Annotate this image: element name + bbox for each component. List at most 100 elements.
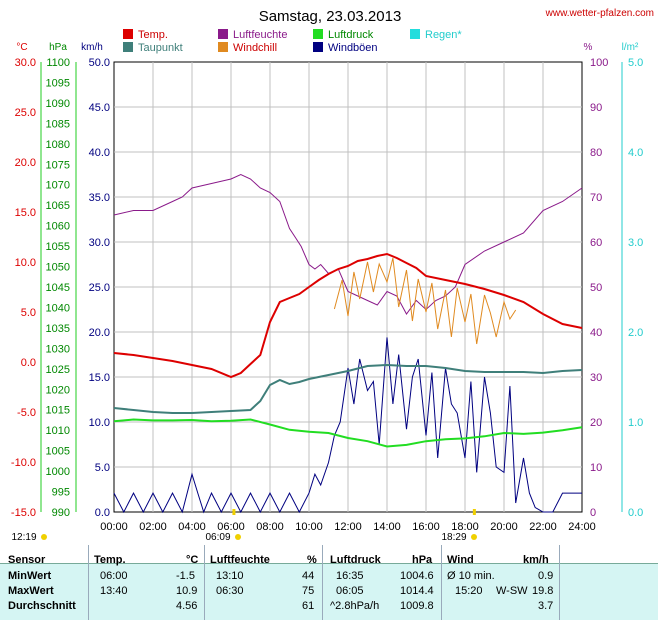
row-avg-temp-val: 4.56 <box>176 600 198 612</box>
x-tick-label: 16:00 <box>412 521 440 533</box>
row-avg-label: Durchschnitt <box>8 600 76 612</box>
legend-swatch <box>218 29 228 39</box>
row-min-wind-time: Ø 10 min. <box>447 570 495 582</box>
hdr-humidity: Luftfeuchte <box>210 554 270 566</box>
row-min-temp-time: 06:00 <box>100 570 128 582</box>
y-tick-pressure: 1075 <box>46 159 70 171</box>
series-line-taupunkt <box>113 363 583 414</box>
row-max-hum-val: 75 <box>302 585 315 597</box>
y-tick-rain: 0.0 <box>628 507 643 519</box>
y-tick-temp: 10.0 <box>15 257 36 269</box>
y-tick-pressure: 1095 <box>46 77 70 89</box>
plot-area <box>113 173 583 514</box>
row-avg-press-trend: ^2.8hPa/h <box>330 600 380 612</box>
row-max-label: MaxWert <box>8 585 54 597</box>
y-tick-humidity: 70 <box>590 192 602 204</box>
y-tick-rain: 2.0 <box>628 327 643 339</box>
x-tick-label: 12:00 <box>334 521 362 533</box>
y-tick-rain: 3.0 <box>628 237 643 249</box>
y-tick-humidity: 30 <box>590 372 602 384</box>
y-tick-wind: 35.0 <box>89 192 110 204</box>
row-max-press-time: 06:05 <box>336 585 364 597</box>
y-tick-wind: 10.0 <box>89 417 110 429</box>
row-max-hum-time: 06:30 <box>216 585 244 597</box>
y-tick-pressure: 1055 <box>46 241 70 253</box>
y-tick-temp: 5.0 <box>21 307 36 319</box>
legend-label: Luftfeuchte <box>233 29 287 41</box>
y-unit-humidity: % <box>584 42 593 53</box>
row-max-wind-dir: W-SW <box>496 585 528 597</box>
series-line-luftdruck <box>113 418 583 448</box>
y-tick-temp: 0.0 <box>21 357 36 369</box>
legend-swatch <box>218 42 228 52</box>
y-tick-pressure: 1000 <box>46 466 70 478</box>
site-url[interactable]: www.wetter-pfalzen.com <box>545 8 654 19</box>
y-tick-pressure: 1050 <box>46 262 70 274</box>
y-tick-wind: 5.0 <box>95 462 110 474</box>
y-tick-humidity: 80 <box>590 147 602 159</box>
series-line-temp <box>113 252 583 379</box>
y-tick-pressure: 1060 <box>46 221 70 233</box>
y-tick-pressure: 1025 <box>46 364 70 376</box>
y-tick-pressure: 1010 <box>46 425 70 437</box>
x-tick-label: 00:00 <box>100 521 128 533</box>
stats-header <box>0 545 658 564</box>
legend-swatch <box>313 29 323 39</box>
y-tick-temp: 20.0 <box>15 157 36 169</box>
legend-swatch <box>313 42 323 52</box>
y-unit-rain: l/m² <box>622 42 639 53</box>
y-tick-pressure: 1080 <box>46 139 70 151</box>
legend-label: Taupunkt <box>138 42 183 54</box>
row-min-temp-val: -1.5 <box>176 570 195 582</box>
y-tick-pressure: 1090 <box>46 98 70 110</box>
y-tick-humidity: 20 <box>590 417 602 429</box>
x-axis: 00:00 02:00 04:00 06:00 08:00 10:00 12:00 14:00… <box>11 509 596 543</box>
hdr-wind-unit: km/h <box>523 554 549 566</box>
y-tick-pressure: 1035 <box>46 323 70 335</box>
legend-label: Windchill <box>233 42 277 54</box>
x-tick-label: 20:00 <box>490 521 518 533</box>
hdr-wind: Wind <box>447 554 474 566</box>
sun-icon <box>235 534 241 540</box>
chart-title: Samstag, 23.03.2013 <box>259 8 402 25</box>
row-max-press-val: 1014.4 <box>400 585 434 597</box>
row-max-wind-time: 15:20 <box>455 585 483 597</box>
y-tick-humidity: 90 <box>590 102 602 114</box>
y-tick-pressure: 1040 <box>46 302 70 314</box>
y-tick-wind: 25.0 <box>89 282 110 294</box>
y-tick-wind: 40.0 <box>89 147 110 159</box>
y-unit-temp: °C <box>16 42 27 53</box>
y-tick-humidity: 50 <box>590 282 602 294</box>
axes: 30.0 25.0 20.0 15.0 10.0 5.0 0.0 -5.0 -10.0 -15.0… <box>11 42 643 519</box>
legend-swatch <box>123 42 133 52</box>
row-max-temp-time: 13:40 <box>100 585 128 597</box>
x-tick-label: 22:00 <box>529 521 557 533</box>
x-tick-label: 08:00 <box>256 521 284 533</box>
x-tick-label: 24:00 <box>568 521 596 533</box>
y-tick-wind: 45.0 <box>89 102 110 114</box>
y-tick-pressure: 1020 <box>46 384 70 396</box>
sun-icon <box>471 534 477 540</box>
y-tick-temp: -15.0 <box>11 507 36 519</box>
row-max-wind-val: 19.8 <box>532 585 554 597</box>
chart-legend: Temp. Luftfeuchte Luftdruck Regen* Taupunkt W… <box>123 29 462 54</box>
y-tick-wind: 30.0 <box>89 237 110 249</box>
row-avg-wind-val: 3.7 <box>538 600 554 612</box>
row-min-press-val: 1004.6 <box>400 570 434 582</box>
sun-time-label: 18:29 <box>441 532 466 543</box>
y-tick-humidity: 60 <box>590 237 602 249</box>
y-tick-humidity: 10 <box>590 462 602 474</box>
y-tick-temp: -10.0 <box>11 457 36 469</box>
grid <box>113 61 583 513</box>
y-tick-humidity: 100 <box>590 57 608 69</box>
y-tick-wind: 0.0 <box>95 507 110 519</box>
row-min-hum-val: 44 <box>302 570 315 582</box>
y-tick-pressure: 1015 <box>46 405 70 417</box>
y-tick-rain: 5.0 <box>628 57 643 69</box>
x-tick-label: 06:00 <box>217 521 245 533</box>
row-min-label: MinWert <box>8 570 52 582</box>
hdr-sensor: Sensor <box>8 554 46 566</box>
y-tick-pressure: 1030 <box>46 343 70 355</box>
y-tick-pressure: 1100 <box>46 57 70 69</box>
y-tick-humidity: 40 <box>590 327 602 339</box>
